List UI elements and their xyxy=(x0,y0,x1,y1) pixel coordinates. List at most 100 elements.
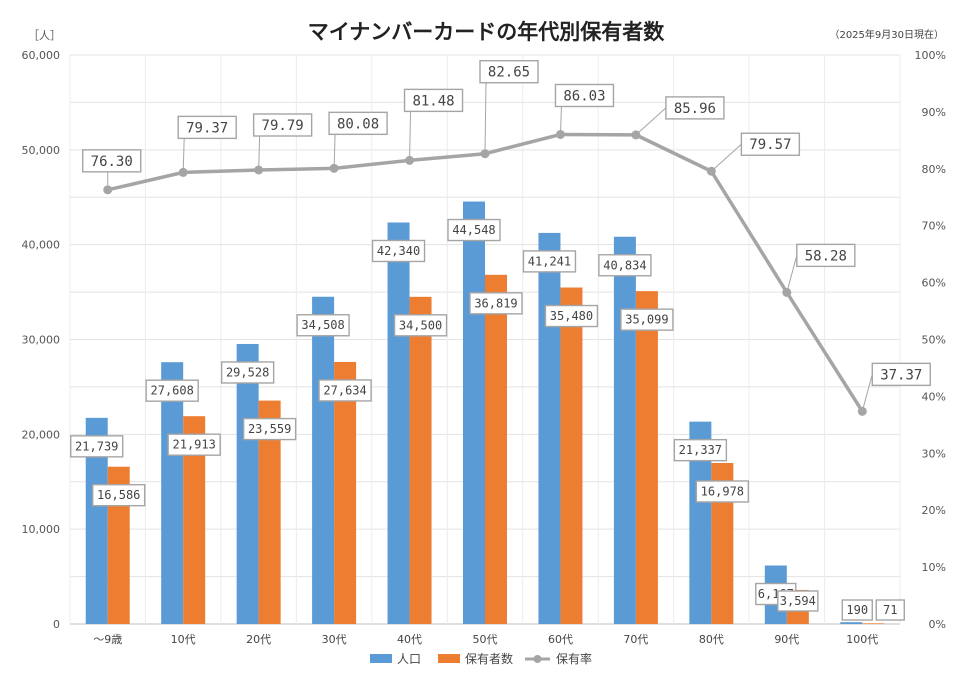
population-label: 21,739 xyxy=(75,439,118,453)
x-tick-label: 60代 xyxy=(548,633,573,646)
holders-label: 16,978 xyxy=(701,484,744,498)
holders-label-box xyxy=(469,292,523,315)
population-label: 21,337 xyxy=(679,443,722,457)
label-leader-line xyxy=(182,138,185,173)
population-label: 34,508 xyxy=(301,318,344,332)
population-label: 41,241 xyxy=(528,254,571,268)
rate-label-box xyxy=(328,111,388,136)
x-tick-label: 30代 xyxy=(322,633,347,646)
bar-population xyxy=(387,222,410,625)
holders-label-box xyxy=(695,480,750,503)
legend-marker-rate xyxy=(533,655,542,663)
unit-label: ［人］ xyxy=(28,29,61,42)
y-right-tick-label: 50% xyxy=(922,334,946,347)
population-label-box xyxy=(70,435,124,458)
y-right-tick-label: 40% xyxy=(922,390,946,403)
rate-label: 85.96 xyxy=(674,101,716,117)
bar-holders xyxy=(409,296,432,624)
bar-holders xyxy=(485,274,507,624)
population-label-box xyxy=(522,250,577,273)
rate-label-box xyxy=(177,115,237,140)
y-right-tick-label: 80% xyxy=(922,163,946,176)
date-note: （2025年9月30日現在） xyxy=(829,28,944,41)
holders-label-box xyxy=(544,304,599,328)
y-left-tick-label: 30,000 xyxy=(22,334,61,347)
holders-label: 16,586 xyxy=(97,488,140,502)
x-tick-label: 70代 xyxy=(623,633,648,646)
rate-label-box xyxy=(665,96,725,120)
population-label-box xyxy=(673,438,728,462)
bar-population xyxy=(236,343,259,624)
bar-holders xyxy=(560,287,583,624)
bar-population xyxy=(689,421,712,624)
x-tick-label: 10代 xyxy=(171,633,196,646)
rate-label: 82.65 xyxy=(488,65,530,81)
rate-label-box xyxy=(403,88,464,113)
bar-population xyxy=(161,362,184,624)
population-label-box xyxy=(447,218,501,242)
population-label: 190 xyxy=(846,603,868,617)
holders-label-box xyxy=(393,314,448,337)
rate-label: 37.37 xyxy=(880,367,922,383)
population-label: 40,834 xyxy=(603,258,646,272)
label-leader-line xyxy=(409,111,412,161)
bar-population xyxy=(613,236,636,624)
rate-label: 86.03 xyxy=(563,88,605,104)
holders-label: 36,819 xyxy=(474,296,517,310)
rate-label-box xyxy=(252,113,313,137)
legend-swatch-holders xyxy=(438,654,460,663)
y-left-tick-label: 0 xyxy=(53,618,60,631)
population-label-box xyxy=(145,379,199,402)
y-left-tick-label: 50,000 xyxy=(22,144,61,157)
x-tick-label: 80代 xyxy=(699,633,724,646)
label-leader-line xyxy=(635,107,667,136)
data-labels: 21,739 27,608 29,528 34,508 42,340 44,548 41,2… xyxy=(70,60,931,621)
bar-holders xyxy=(183,416,206,624)
holders-label: 34,500 xyxy=(399,318,442,332)
population-label: 29,528 xyxy=(226,365,269,379)
population-label: 42,340 xyxy=(377,244,420,258)
rate-label: 80.08 xyxy=(337,116,379,132)
x-tick-label: 90代 xyxy=(774,633,799,646)
population-label: 27,608 xyxy=(151,384,194,398)
y-left-tick-label: 60,000 xyxy=(22,49,61,62)
legend-label-population: 人口 xyxy=(397,652,421,666)
label-leader-line xyxy=(258,135,261,171)
legend-swatch-population xyxy=(370,654,392,663)
population-label-box xyxy=(371,239,426,263)
holders-label-box xyxy=(92,484,146,507)
legend-label-rate: 保有率 xyxy=(556,651,592,666)
population-label-box xyxy=(841,599,873,621)
holders-label-box xyxy=(875,599,905,621)
label-leader-line xyxy=(711,143,742,172)
x-tick-label: ～9歳 xyxy=(93,633,122,646)
rate-label-box xyxy=(479,60,539,84)
y-left-tick-label: 10,000 xyxy=(22,523,61,536)
y-right-tick-label: 10% xyxy=(922,561,946,574)
axes: 0 10,000 20,000 30,000 40,000 50,000 60,000 0% 1… xyxy=(22,49,947,646)
population-label-box xyxy=(296,314,350,337)
legend: 人口 保有者数 保有率 xyxy=(370,651,592,666)
bar-population xyxy=(312,296,335,624)
bar-holders xyxy=(258,400,281,624)
y-left-tick-label: 20,000 xyxy=(22,428,61,441)
bar-population xyxy=(538,232,561,625)
y-left-tick-label: 40,000 xyxy=(22,239,61,252)
holders-label: 3,594 xyxy=(780,594,816,608)
y-right-tick-label: 30% xyxy=(922,447,946,460)
label-leader-line xyxy=(786,255,798,293)
holders-label: 35,099 xyxy=(625,313,668,327)
rate-label-box xyxy=(554,83,615,108)
holders-label-box xyxy=(777,590,819,612)
x-tick-label: 50代 xyxy=(473,633,498,646)
holders-label: 27,634 xyxy=(323,383,366,397)
rate-label: 81.48 xyxy=(412,93,454,109)
population-label-box xyxy=(220,361,275,384)
label-leader-line xyxy=(333,134,336,169)
holders-label-box xyxy=(167,433,221,456)
bar-population xyxy=(840,622,863,624)
chart-title: マイナンバーカードの年代別保有者数 xyxy=(308,20,666,44)
y-right-tick-label: 20% xyxy=(922,504,946,517)
